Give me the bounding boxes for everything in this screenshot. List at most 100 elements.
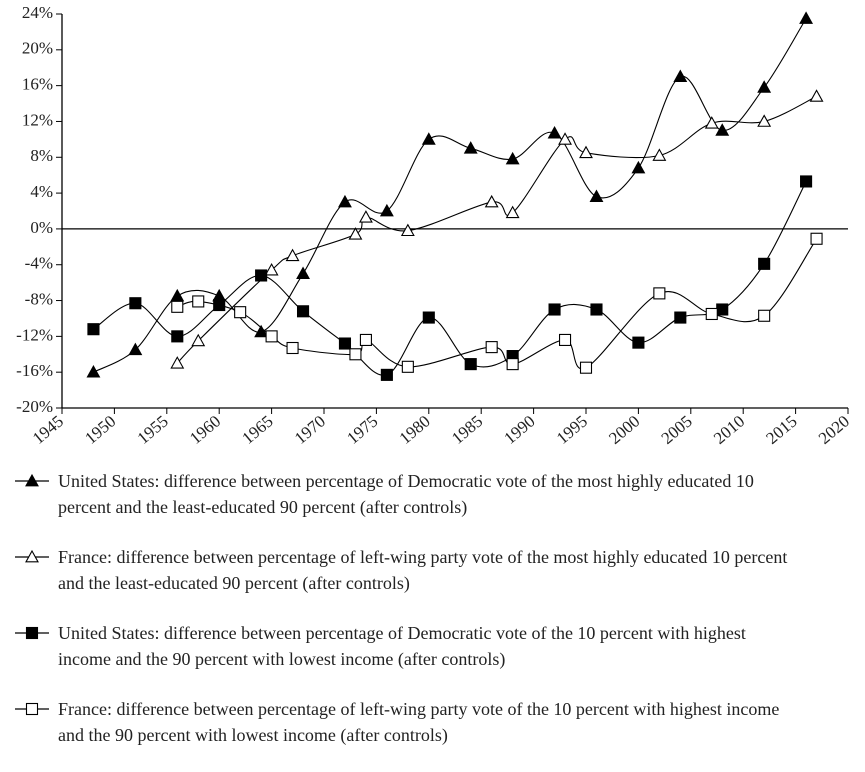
marker	[349, 348, 362, 361]
marker	[704, 116, 719, 129]
x-tick-label: 2020	[815, 412, 853, 448]
x-tick-label: 1980	[396, 412, 434, 448]
marker	[422, 311, 435, 324]
marker	[631, 160, 646, 174]
marker	[86, 365, 101, 378]
legend-label: United States: difference between percen…	[58, 623, 746, 669]
marker	[547, 125, 562, 139]
marker	[674, 311, 687, 324]
legend: United States: difference between percen…	[0, 468, 865, 772]
marker	[506, 358, 519, 371]
y-tick-label: -12%	[16, 325, 53, 344]
marker	[464, 358, 477, 371]
marker	[379, 203, 394, 217]
legend-label: United States: difference between percen…	[58, 471, 754, 517]
x-tick-label: 2005	[658, 412, 696, 448]
y-tick-label: 20%	[22, 39, 53, 58]
y-tick-label: -8%	[25, 289, 53, 308]
marker	[716, 303, 729, 316]
x-tick-label: 1955	[134, 412, 172, 448]
marker	[171, 300, 184, 313]
y-tick-label: -20%	[16, 397, 53, 416]
x-tick-label: 1975	[343, 412, 381, 448]
marker	[170, 356, 185, 369]
y-tick-label: 16%	[22, 75, 53, 94]
marker	[254, 324, 269, 338]
marker	[264, 262, 279, 276]
x-tick-label: 1950	[81, 412, 119, 448]
y-tick-label: 8%	[30, 146, 53, 165]
marker	[25, 549, 39, 563]
marker	[579, 145, 593, 159]
marker	[799, 11, 814, 24]
x-tick-label: 1990	[500, 412, 538, 448]
marker	[25, 473, 39, 487]
marker	[296, 266, 310, 280]
legend-item: France: difference between percentage of…	[0, 544, 803, 596]
marker	[558, 132, 572, 145]
marker	[348, 227, 363, 240]
marker	[463, 141, 478, 154]
x-tick-label: 1965	[238, 412, 276, 448]
legend-item: United States: difference between percen…	[0, 620, 803, 672]
x-tick-label: 2015	[762, 412, 800, 448]
x-tick-label: 1945	[29, 412, 67, 448]
marker	[705, 307, 718, 321]
marker	[757, 80, 772, 93]
marker	[87, 323, 100, 336]
marker	[757, 114, 772, 127]
marker	[286, 341, 299, 355]
x-tick-label: 1985	[448, 412, 486, 448]
marker	[485, 341, 498, 354]
marker	[652, 148, 667, 161]
marker	[338, 337, 352, 350]
legend-icon	[15, 626, 49, 640]
marker	[715, 123, 730, 136]
legend-icon	[15, 702, 49, 716]
x-tick-label: 2010	[710, 412, 748, 448]
marker	[255, 269, 268, 282]
y-tick-label: 4%	[30, 182, 53, 201]
y-tick-label: -16%	[16, 361, 53, 380]
y-tick-label: 0%	[30, 218, 53, 237]
marker	[234, 306, 247, 319]
legend-label: France: difference between percentage of…	[58, 547, 788, 593]
chart: -20% -16% -12% -8% -4% 0% 4% 8% 12% 16% 20% 24% 1945…	[16, 3, 853, 448]
marker	[171, 330, 184, 343]
series-line	[93, 18, 807, 373]
marker	[590, 303, 603, 316]
marker	[758, 309, 771, 322]
marker	[25, 702, 39, 716]
marker	[632, 336, 645, 349]
marker	[505, 205, 520, 219]
marker	[810, 232, 823, 245]
marker	[484, 194, 499, 208]
x-tick-label: 2000	[605, 412, 643, 448]
marker	[338, 194, 352, 208]
marker	[800, 175, 813, 188]
marker	[191, 333, 206, 347]
y-tick-label: 12%	[22, 110, 53, 129]
marker	[296, 305, 310, 318]
x-tick-label: 1960	[186, 412, 224, 448]
marker	[589, 189, 604, 203]
y-tick-label: 24%	[22, 3, 53, 22]
marker	[579, 361, 593, 374]
marker	[558, 333, 572, 346]
marker	[192, 295, 205, 308]
marker	[505, 151, 520, 165]
marker	[285, 248, 300, 262]
x-tick-label: 1995	[553, 412, 591, 448]
marker	[128, 342, 143, 356]
series-line	[177, 238, 818, 370]
marker	[170, 288, 185, 302]
marker	[129, 297, 142, 310]
y-tick-label: -4%	[25, 254, 53, 273]
legend-icon	[15, 549, 49, 563]
series-line	[93, 181, 807, 376]
legend-item: France: difference between percentage of…	[0, 696, 803, 748]
marker	[401, 360, 414, 373]
x-tick-label: 1970	[291, 412, 329, 448]
marker	[400, 223, 415, 237]
